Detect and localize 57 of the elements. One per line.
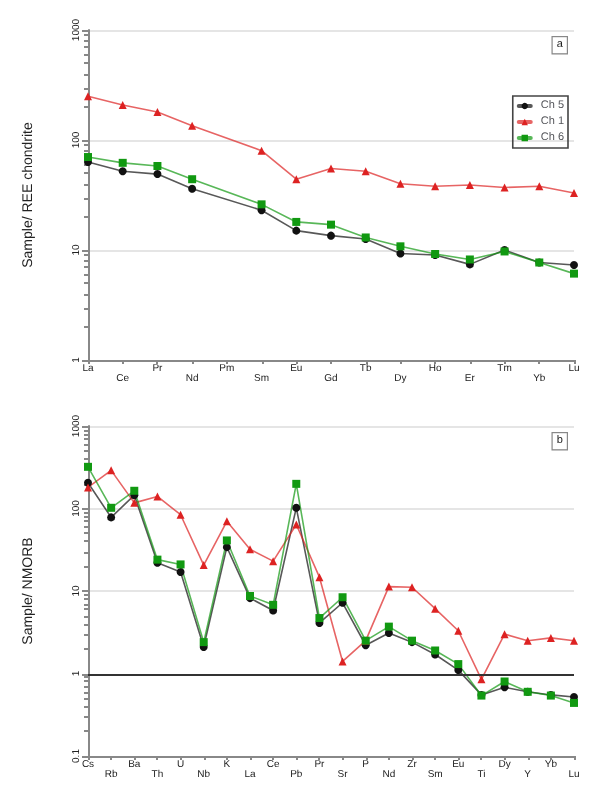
point — [477, 675, 486, 684]
point — [222, 543, 231, 552]
point — [176, 567, 185, 576]
point — [315, 573, 324, 582]
point — [431, 604, 440, 613]
line-series — [84, 92, 578, 197]
point — [327, 231, 335, 240]
point — [188, 121, 197, 130]
point — [465, 255, 474, 264]
point — [84, 462, 92, 471]
point — [292, 226, 301, 235]
point — [500, 630, 509, 639]
point — [107, 503, 116, 512]
point — [188, 184, 197, 193]
point — [327, 220, 335, 229]
point — [222, 536, 231, 545]
point — [84, 92, 92, 101]
point — [188, 175, 197, 184]
point — [130, 498, 139, 507]
point — [408, 583, 416, 592]
point — [500, 677, 509, 686]
point — [118, 158, 127, 167]
point — [570, 698, 578, 707]
point — [454, 660, 463, 669]
point — [570, 188, 578, 197]
point — [153, 107, 162, 116]
point — [384, 582, 393, 591]
point — [118, 167, 127, 176]
point — [292, 503, 301, 512]
point — [130, 486, 139, 495]
point — [396, 249, 405, 258]
point — [327, 164, 335, 173]
point — [292, 479, 301, 488]
point — [269, 557, 278, 566]
point — [384, 622, 393, 631]
point — [257, 146, 266, 155]
point — [465, 180, 474, 189]
point — [153, 170, 162, 179]
point — [176, 510, 185, 519]
point — [153, 162, 162, 171]
point — [246, 545, 254, 554]
point — [396, 242, 405, 251]
point — [292, 217, 301, 226]
point — [523, 636, 532, 645]
point — [396, 179, 405, 188]
point — [546, 633, 555, 642]
point — [570, 261, 578, 270]
point — [338, 593, 347, 602]
point — [107, 513, 116, 522]
point — [570, 636, 578, 645]
point — [176, 560, 185, 569]
point — [269, 600, 278, 609]
point — [118, 101, 127, 110]
point — [454, 626, 463, 635]
point — [570, 269, 578, 278]
point — [257, 200, 266, 209]
point — [84, 483, 92, 492]
